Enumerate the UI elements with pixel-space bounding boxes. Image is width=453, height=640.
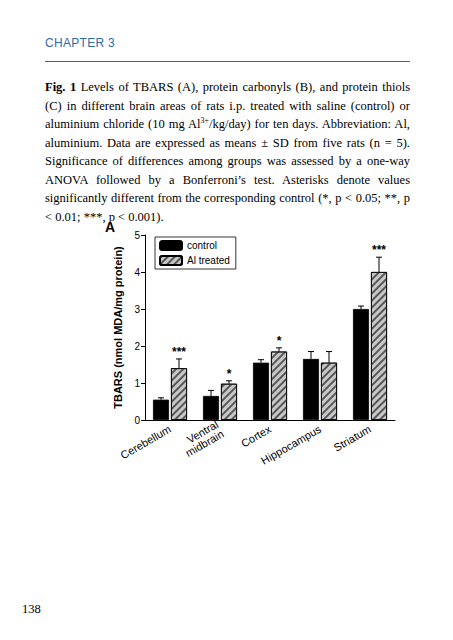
svg-text:midbrain: midbrain bbox=[183, 428, 225, 459]
svg-text:TBARS (nmol MDA/mg protein): TBARS (nmol MDA/mg protein) bbox=[112, 246, 124, 409]
svg-text:control: control bbox=[187, 240, 217, 251]
svg-text:A: A bbox=[105, 219, 115, 235]
svg-text:4: 4 bbox=[134, 267, 140, 278]
svg-text:5: 5 bbox=[134, 230, 140, 241]
svg-text:*: * bbox=[227, 367, 232, 381]
svg-text:Cerebellum: Cerebellum bbox=[118, 423, 173, 461]
svg-text:Striatum: Striatum bbox=[332, 423, 373, 454]
svg-text:3: 3 bbox=[134, 304, 140, 315]
svg-text:Hippocampus: Hippocampus bbox=[259, 423, 324, 467]
svg-text:0: 0 bbox=[134, 415, 140, 426]
svg-text:Al treated: Al treated bbox=[187, 255, 230, 266]
svg-text:***: *** bbox=[172, 345, 186, 359]
svg-text:***: *** bbox=[372, 243, 386, 257]
svg-text:1: 1 bbox=[134, 378, 140, 389]
svg-text:*: * bbox=[277, 334, 282, 348]
svg-text:Cortex: Cortex bbox=[239, 423, 273, 450]
svg-text:2: 2 bbox=[134, 341, 140, 352]
